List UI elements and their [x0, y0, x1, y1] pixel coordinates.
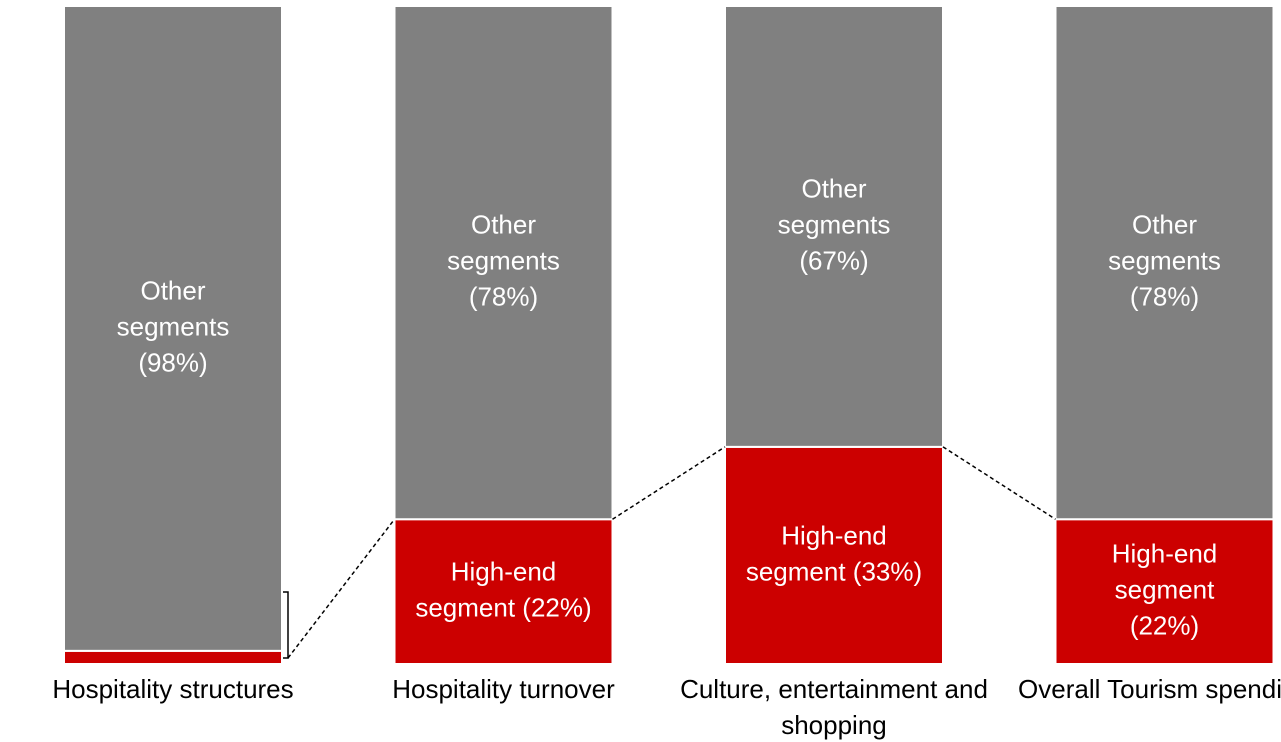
data-label: segments — [778, 209, 891, 239]
data-label: (98%) — [138, 347, 207, 377]
bar-segment — [63, 5, 283, 652]
data-label: (67%) — [799, 245, 868, 275]
x-tick-label: Culture, entertainment and shopping — [680, 674, 988, 740]
x-tick-label: Overall Tourism spending — [1018, 674, 1281, 704]
bar-segment — [724, 445, 944, 665]
data-label: Other — [1132, 209, 1197, 239]
data-label: segments — [1108, 245, 1221, 275]
data-label: segments — [447, 245, 560, 275]
data-label: (78%) — [1130, 281, 1199, 311]
data-label: High-end — [781, 520, 887, 550]
connector — [612, 446, 726, 520]
connector — [287, 518, 396, 659]
bar-segment — [393, 518, 614, 665]
data-label: High-end — [451, 556, 557, 586]
data-label: segment (33%) — [746, 556, 922, 586]
x-tick-label: Hospitality structures — [52, 674, 293, 704]
x-tick-label: Hospitality turnover — [392, 674, 615, 704]
data-label: segment — [1115, 574, 1215, 604]
data-label: segments — [117, 311, 230, 341]
bar-segment — [1054, 518, 1275, 665]
data-label: High-end — [1112, 538, 1218, 568]
data-label: Other — [471, 209, 536, 239]
data-label: Other — [140, 275, 205, 305]
data-label: (78%) — [469, 281, 538, 311]
data-label: segment (22%) — [415, 592, 591, 622]
connector — [942, 446, 1056, 520]
bar-segment — [393, 5, 614, 521]
bar-segment — [1054, 5, 1275, 521]
data-label: Other — [801, 173, 866, 203]
bar-segment — [63, 649, 283, 666]
bar-segment — [724, 5, 944, 448]
data-label: (22%) — [1130, 610, 1199, 640]
